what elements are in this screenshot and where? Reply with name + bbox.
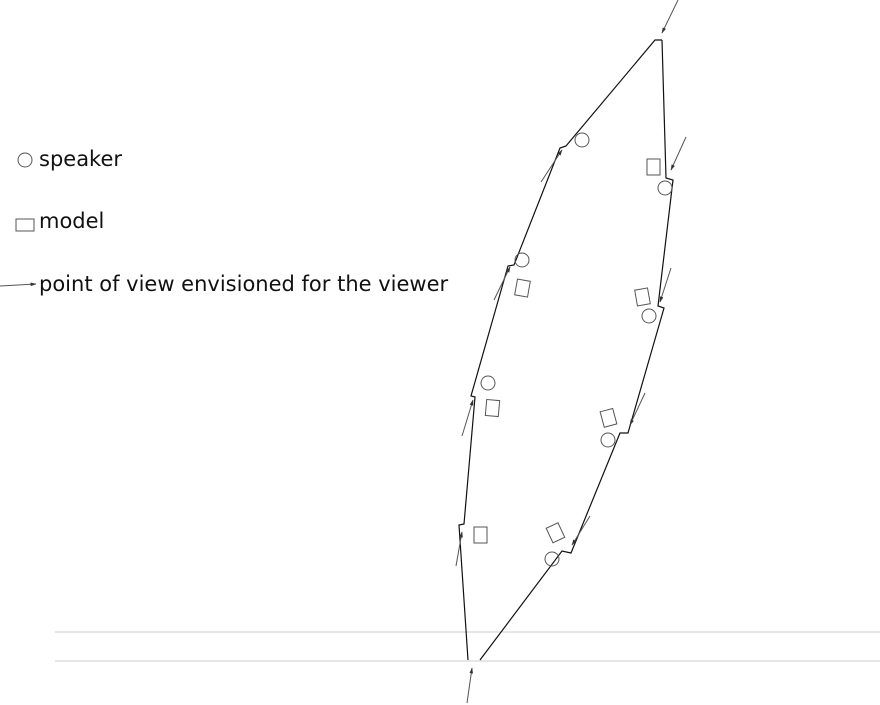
- model: [646, 158, 661, 176]
- legend-label: point of view envisioned for the viewer: [39, 272, 448, 296]
- speaker: [657, 180, 673, 196]
- view-arrow: [455, 531, 463, 567]
- view-arrow: [670, 136, 687, 171]
- model-icon: [15, 218, 35, 232]
- view-arrow: [461, 399, 474, 437]
- view-arrow: [629, 392, 646, 426]
- view-arrow: [659, 267, 672, 303]
- legend-label: speaker: [39, 147, 122, 171]
- view-arrow: [571, 515, 591, 546]
- model: [514, 278, 531, 298]
- speaker: [514, 252, 530, 268]
- model: [473, 526, 488, 544]
- speaker-icon: [17, 152, 33, 168]
- model: [545, 522, 566, 544]
- path-right: [479, 39, 674, 661]
- legend-label: model: [39, 209, 104, 233]
- speaker: [544, 551, 560, 567]
- speaker: [574, 132, 590, 148]
- path-left: [458, 39, 662, 661]
- models: [473, 158, 661, 544]
- speakers: [480, 132, 673, 567]
- view-arrow: [540, 149, 563, 183]
- view-arrow-icon: [0, 282, 37, 287]
- model: [634, 287, 651, 307]
- view-arrow: [661, 0, 679, 34]
- view-arrow: [493, 266, 511, 301]
- speaker: [600, 432, 616, 448]
- speaker: [480, 375, 496, 391]
- view-arrow: [466, 667, 474, 704]
- speaker: [641, 308, 657, 324]
- view-arrows: [455, 0, 687, 704]
- legend: speaker model point of view envisioned f…: [0, 147, 448, 296]
- model: [484, 398, 501, 418]
- model: [599, 407, 618, 428]
